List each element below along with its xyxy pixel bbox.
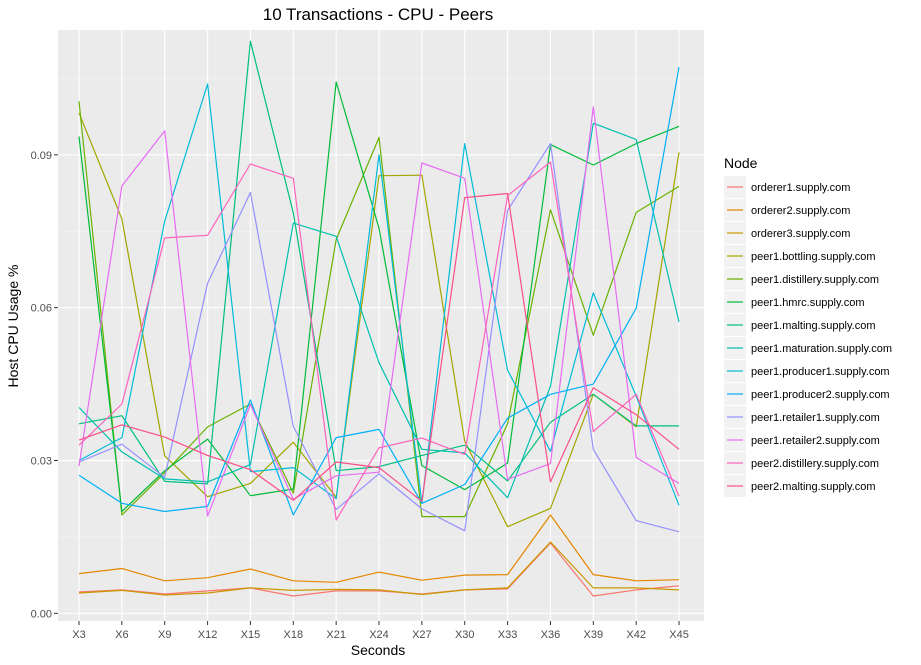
series-line-13 bbox=[78, 161, 680, 521]
legend-label: peer1.producer2.supply.com bbox=[751, 389, 890, 401]
legend-label: peer1.distillery.supply.com bbox=[751, 274, 879, 286]
chart-title: 10 Transactions - CPU - Peers bbox=[263, 5, 494, 24]
y-axis: 0.00 0.03 0.06 0.09 bbox=[31, 150, 58, 620]
legend-title: Node bbox=[724, 155, 758, 171]
y-tick-label: 0.06 bbox=[31, 303, 52, 315]
series-line-8 bbox=[78, 122, 680, 499]
legend: Node orderer1.supply.com orderer2.supply.… bbox=[724, 155, 892, 497]
x-tick-label: X9 bbox=[158, 629, 171, 641]
legend-label: peer1.bottling.supply.com bbox=[751, 251, 876, 263]
legend-label: orderer3.supply.com bbox=[751, 228, 850, 240]
x-tick-label: X36 bbox=[541, 629, 561, 641]
legend-label: peer1.hmrc.supply.com bbox=[751, 297, 865, 309]
legend-label: peer2.malting.supply.com bbox=[751, 481, 876, 493]
legend-label: orderer2.supply.com bbox=[751, 205, 850, 217]
series-line-5 bbox=[78, 101, 680, 518]
x-tick-label: X45 bbox=[669, 629, 689, 641]
legend-label: peer2.distillery.supply.com bbox=[751, 458, 879, 470]
x-axis-title: Seconds bbox=[351, 642, 405, 658]
series-line-14 bbox=[78, 192, 680, 502]
y-tick-label: 0.00 bbox=[31, 608, 52, 620]
x-tick-label: X6 bbox=[115, 629, 128, 641]
x-tick-label: X42 bbox=[626, 629, 646, 641]
series-line-1 bbox=[78, 542, 680, 597]
series-line-10 bbox=[78, 67, 680, 516]
grid-lines bbox=[58, 30, 704, 621]
series-line-7 bbox=[78, 40, 679, 485]
x-tick-label: X24 bbox=[369, 629, 389, 641]
series-lines bbox=[78, 40, 680, 597]
x-tick-label: X39 bbox=[584, 629, 604, 641]
legend-label: peer1.producer1.supply.com bbox=[751, 366, 890, 378]
series-line-2 bbox=[78, 514, 680, 583]
y-tick-label: 0.03 bbox=[31, 456, 52, 468]
x-tick-label: X18 bbox=[284, 629, 304, 641]
x-tick-label: X33 bbox=[498, 629, 518, 641]
x-tick-label: X30 bbox=[455, 629, 475, 641]
legend-label: peer1.malting.supply.com bbox=[751, 320, 876, 332]
series-line-11 bbox=[78, 143, 680, 533]
x-axis: X3 X6 X9 X12 X15 X18 X21 X24 X27 X30 X33 X36 X39 X42 X… bbox=[72, 621, 689, 641]
series-line-12 bbox=[78, 106, 680, 517]
series-line-6 bbox=[78, 81, 680, 513]
x-tick-label: X15 bbox=[241, 629, 261, 641]
x-tick-label: X3 bbox=[72, 629, 85, 641]
x-tick-label: X12 bbox=[198, 629, 218, 641]
x-tick-label: X21 bbox=[326, 629, 346, 641]
legend-label: peer1.maturation.supply.com bbox=[751, 343, 892, 355]
y-tick-label: 0.09 bbox=[31, 150, 52, 162]
series-line-3 bbox=[78, 541, 680, 596]
series-line-4 bbox=[78, 112, 680, 528]
legend-label: orderer1.supply.com bbox=[751, 182, 850, 194]
x-tick-label: X27 bbox=[412, 629, 432, 641]
legend-label: peer1.retailer1.supply.com bbox=[751, 412, 880, 424]
legend-label: peer1.retailer2.supply.com bbox=[751, 435, 880, 447]
y-axis-title: Host CPU Usage % bbox=[5, 265, 21, 388]
